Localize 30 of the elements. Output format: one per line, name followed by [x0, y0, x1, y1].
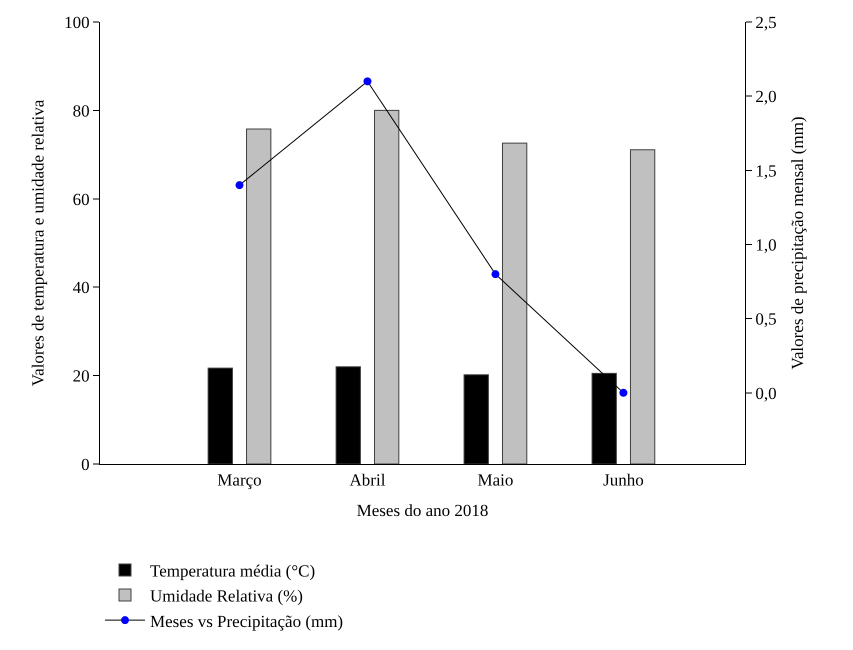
y-tick-label: 40 — [72, 278, 90, 298]
y2-tick-label: 2,5 — [755, 12, 777, 32]
y-tick-label: 80 — [72, 101, 90, 120]
y-axis-title: Valores de temperatura e umidade relativa — [28, 99, 48, 386]
y-tick-label: 0 — [81, 454, 90, 474]
bar — [374, 110, 400, 464]
point — [491, 270, 500, 278]
point — [235, 181, 244, 190]
x-tick-label: Março — [217, 470, 262, 490]
legend-label: Temperatura média (°C) — [150, 562, 316, 581]
y-tick-label: 60 — [72, 190, 90, 209]
bar — [502, 142, 528, 464]
legend-label: Meses vs Precipitação (mm) — [150, 612, 344, 631]
bar — [630, 149, 656, 464]
y-tick-label: 20 — [72, 366, 90, 386]
y2-tick-label: 0,0 — [755, 384, 777, 403]
point — [619, 388, 628, 397]
y2-tick-label: 2,0 — [755, 87, 777, 106]
point — [363, 77, 372, 86]
bar — [246, 128, 272, 464]
y-tick-label: 100 — [64, 12, 90, 32]
x-tick-label: Abril — [350, 470, 386, 490]
y2-tick-label: 1,5 — [755, 161, 777, 180]
x-axis-title: Meses do ano 2018 — [356, 500, 488, 520]
legend-label: Umidade Relativa (%) — [150, 586, 303, 606]
x-tick-label: Maio — [478, 470, 514, 490]
y2-tick-label: 1,0 — [755, 235, 777, 254]
y2-tick-label: 0,5 — [755, 310, 777, 329]
x-tick-label: Junho — [603, 470, 644, 490]
y2-axis-title: Valores de precipitação mensal (mm) — [788, 116, 808, 370]
